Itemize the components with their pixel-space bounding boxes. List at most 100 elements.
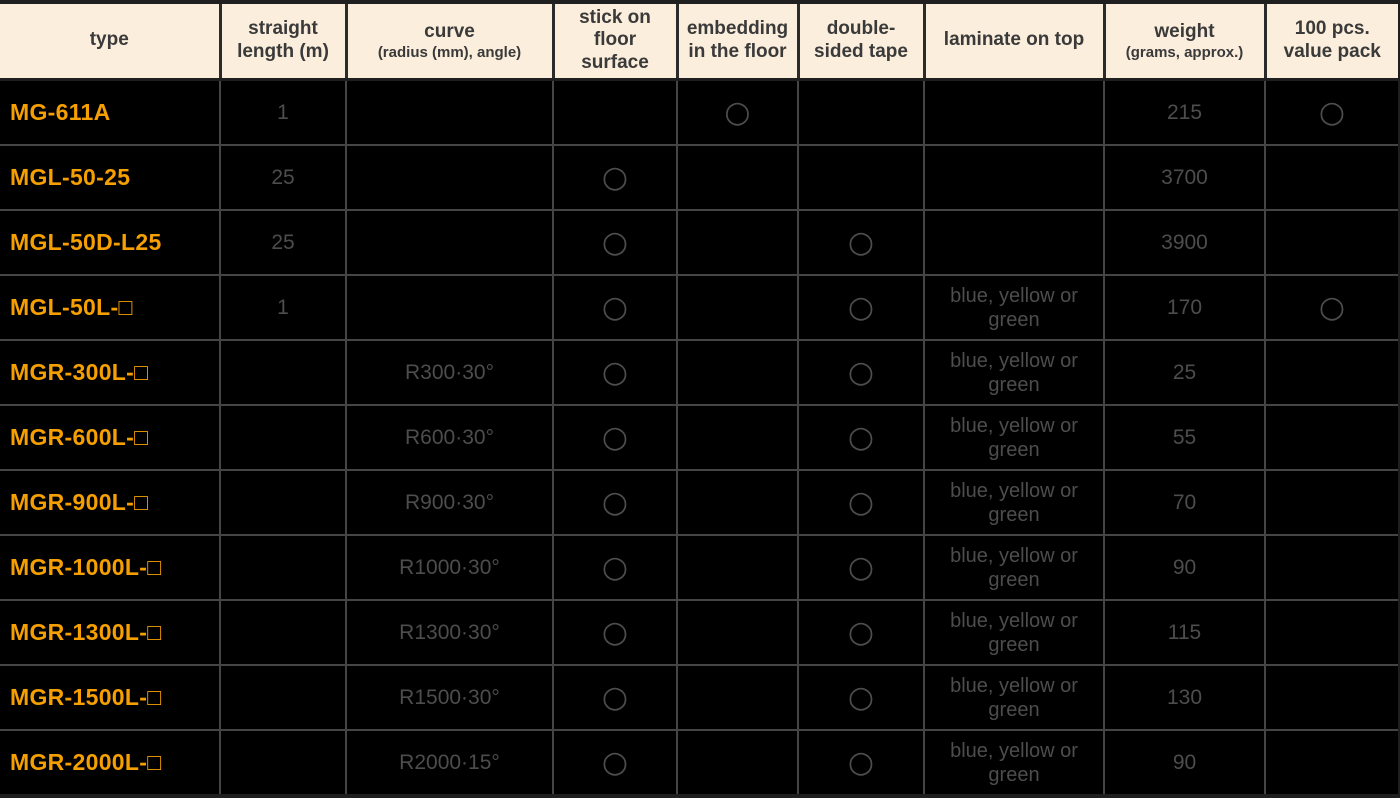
table-row: MGL-50D-L25 25 ○ ○ 3900 (0, 209, 1400, 275)
weight-cell: 170 (1103, 274, 1265, 340)
value-pack-cell (1264, 144, 1400, 210)
type-cell: MGL-50-25 (0, 144, 220, 210)
column-header-label: laminate on top (943, 29, 1085, 51)
laminate-cell: blue, yellow or green (923, 664, 1104, 730)
value-pack-cell (1264, 729, 1400, 796)
column-header-sublabel: (grams, approx.) (1125, 43, 1244, 61)
double-sided-tape-cell (797, 79, 924, 145)
embedding-cell (676, 534, 798, 600)
embedding-cell (676, 144, 798, 210)
stick-on-floor-cell: ○ (552, 664, 677, 730)
table-body: MG-611A 1 ○ 215 ○ MGL-50-25 25 ○ 3700 MG… (0, 79, 1400, 796)
table-row: MGL-50L-□ 1 ○ ○ blue, yellow or green 17… (0, 274, 1400, 340)
table-row: MGR-1000L-□ R1000·30° ○ ○ blue, yellow o… (0, 534, 1400, 600)
straight-length-cell: 25 (219, 209, 346, 275)
type-cell: MGR-600L-□ (0, 404, 220, 470)
straight-length-cell (219, 469, 346, 535)
laminate-cell (923, 209, 1104, 275)
type-cell: MGR-1500L-□ (0, 664, 220, 730)
header-row: type straight length (m) curve (radius (m… (0, 2, 1400, 81)
column-header-label: embedding in the floor (686, 18, 789, 62)
embedding-cell (676, 664, 798, 730)
column-header-straight-length: straight length (m) (218, 2, 346, 81)
laminate-cell: blue, yellow or green (923, 729, 1104, 796)
type-cell: MGR-1300L-□ (0, 599, 220, 665)
value-pack-cell (1264, 664, 1400, 730)
type-cell: MGL-50L-□ (0, 274, 220, 340)
table-row: MGR-900L-□ R900·30° ○ ○ blue, yellow or … (0, 469, 1400, 535)
weight-cell: 215 (1103, 79, 1265, 145)
embedding-cell (676, 469, 798, 535)
column-header-sublabel: (radius (mm), angle) (377, 43, 522, 61)
curve-cell (345, 274, 553, 340)
column-header-label: double- sided tape (814, 18, 908, 62)
column-header-embedding: embedding in the floor (675, 2, 798, 81)
curve-cell (345, 144, 553, 210)
type-cell: MGL-50D-L25 (0, 209, 220, 275)
weight-cell: 3900 (1103, 209, 1265, 275)
weight-cell: 3700 (1103, 144, 1265, 210)
column-header-label: straight length (m) (237, 18, 329, 62)
stick-on-floor-cell: ○ (552, 274, 677, 340)
laminate-cell: blue, yellow or green (923, 469, 1104, 535)
laminate-cell: blue, yellow or green (923, 274, 1104, 340)
table-header: type straight length (m) curve (radius (m… (0, 2, 1400, 81)
straight-length-cell (219, 729, 346, 796)
column-header-label: weight (1154, 20, 1215, 42)
value-pack-cell (1264, 404, 1400, 470)
laminate-cell (923, 144, 1104, 210)
table-row: MGR-1300L-□ R1300·30° ○ ○ blue, yellow o… (0, 599, 1400, 665)
laminate-cell: blue, yellow or green (923, 599, 1104, 665)
type-cell: MGR-900L-□ (0, 469, 220, 535)
table-row: MGR-300L-□ R300·30° ○ ○ blue, yellow or … (0, 339, 1400, 405)
curve-cell: R1500·30° (345, 664, 553, 730)
straight-length-cell: 25 (219, 144, 346, 210)
stick-on-floor-cell (552, 79, 677, 145)
column-header-double-sided-tape: double- sided tape (796, 2, 924, 81)
double-sided-tape-cell: ○ (797, 729, 924, 796)
stick-on-floor-cell: ○ (552, 599, 677, 665)
type-cell: MG-611A (10, 99, 111, 125)
curve-cell: R2000·15° (345, 729, 553, 796)
column-header-label: 100 pcs. value pack (1283, 18, 1381, 62)
laminate-cell (923, 79, 1104, 145)
embedding-cell (676, 729, 798, 796)
curve-cell (345, 79, 553, 145)
embedding-cell: ○ (676, 79, 798, 145)
embedding-cell (676, 599, 798, 665)
straight-length-cell (219, 339, 346, 405)
value-pack-cell (1264, 534, 1400, 600)
double-sided-tape-cell: ○ (797, 534, 924, 600)
double-sided-tape-cell: ○ (797, 339, 924, 405)
curve-cell (345, 209, 553, 275)
table-row: MGR-1500L-□ R1500·30° ○ ○ blue, yellow o… (0, 664, 1400, 730)
type-cell: MGR-2000L-□ (0, 729, 220, 796)
double-sided-tape-cell (797, 144, 924, 210)
laminate-cell: blue, yellow or green (923, 339, 1104, 405)
value-pack-cell (1264, 209, 1400, 275)
laminate-cell: blue, yellow or green (923, 404, 1104, 470)
curve-cell: R900·30° (345, 469, 553, 535)
weight-cell: 90 (1103, 534, 1265, 600)
weight-cell: 25 (1103, 339, 1265, 405)
straight-length-cell (219, 534, 346, 600)
curve-cell: R600·30° (345, 404, 553, 470)
table-row: MGL-50-25 25 ○ 3700 (0, 144, 1400, 210)
table-row: MGR-600L-□ R600·30° ○ ○ blue, yellow or … (0, 404, 1400, 470)
type-cell: MGR-300L-□ (0, 339, 220, 405)
double-sided-tape-cell: ○ (797, 274, 924, 340)
column-header-stick-on-floor: stick on floor surface (551, 2, 677, 81)
curve-cell: R300·30° (345, 339, 553, 405)
embedding-cell (676, 404, 798, 470)
column-header-curve: curve (radius (mm), angle) (344, 2, 553, 81)
embedding-cell (676, 274, 798, 340)
stick-on-floor-cell: ○ (552, 469, 677, 535)
column-header-type: type (0, 2, 220, 81)
value-pack-cell (1264, 599, 1400, 665)
weight-cell: 130 (1103, 664, 1265, 730)
stick-on-floor-cell: ○ (552, 144, 677, 210)
value-pack-cell: ○ (1264, 79, 1400, 145)
column-header-label: curve (424, 20, 475, 42)
double-sided-tape-cell: ○ (797, 209, 924, 275)
laminate-cell: blue, yellow or green (923, 534, 1104, 600)
